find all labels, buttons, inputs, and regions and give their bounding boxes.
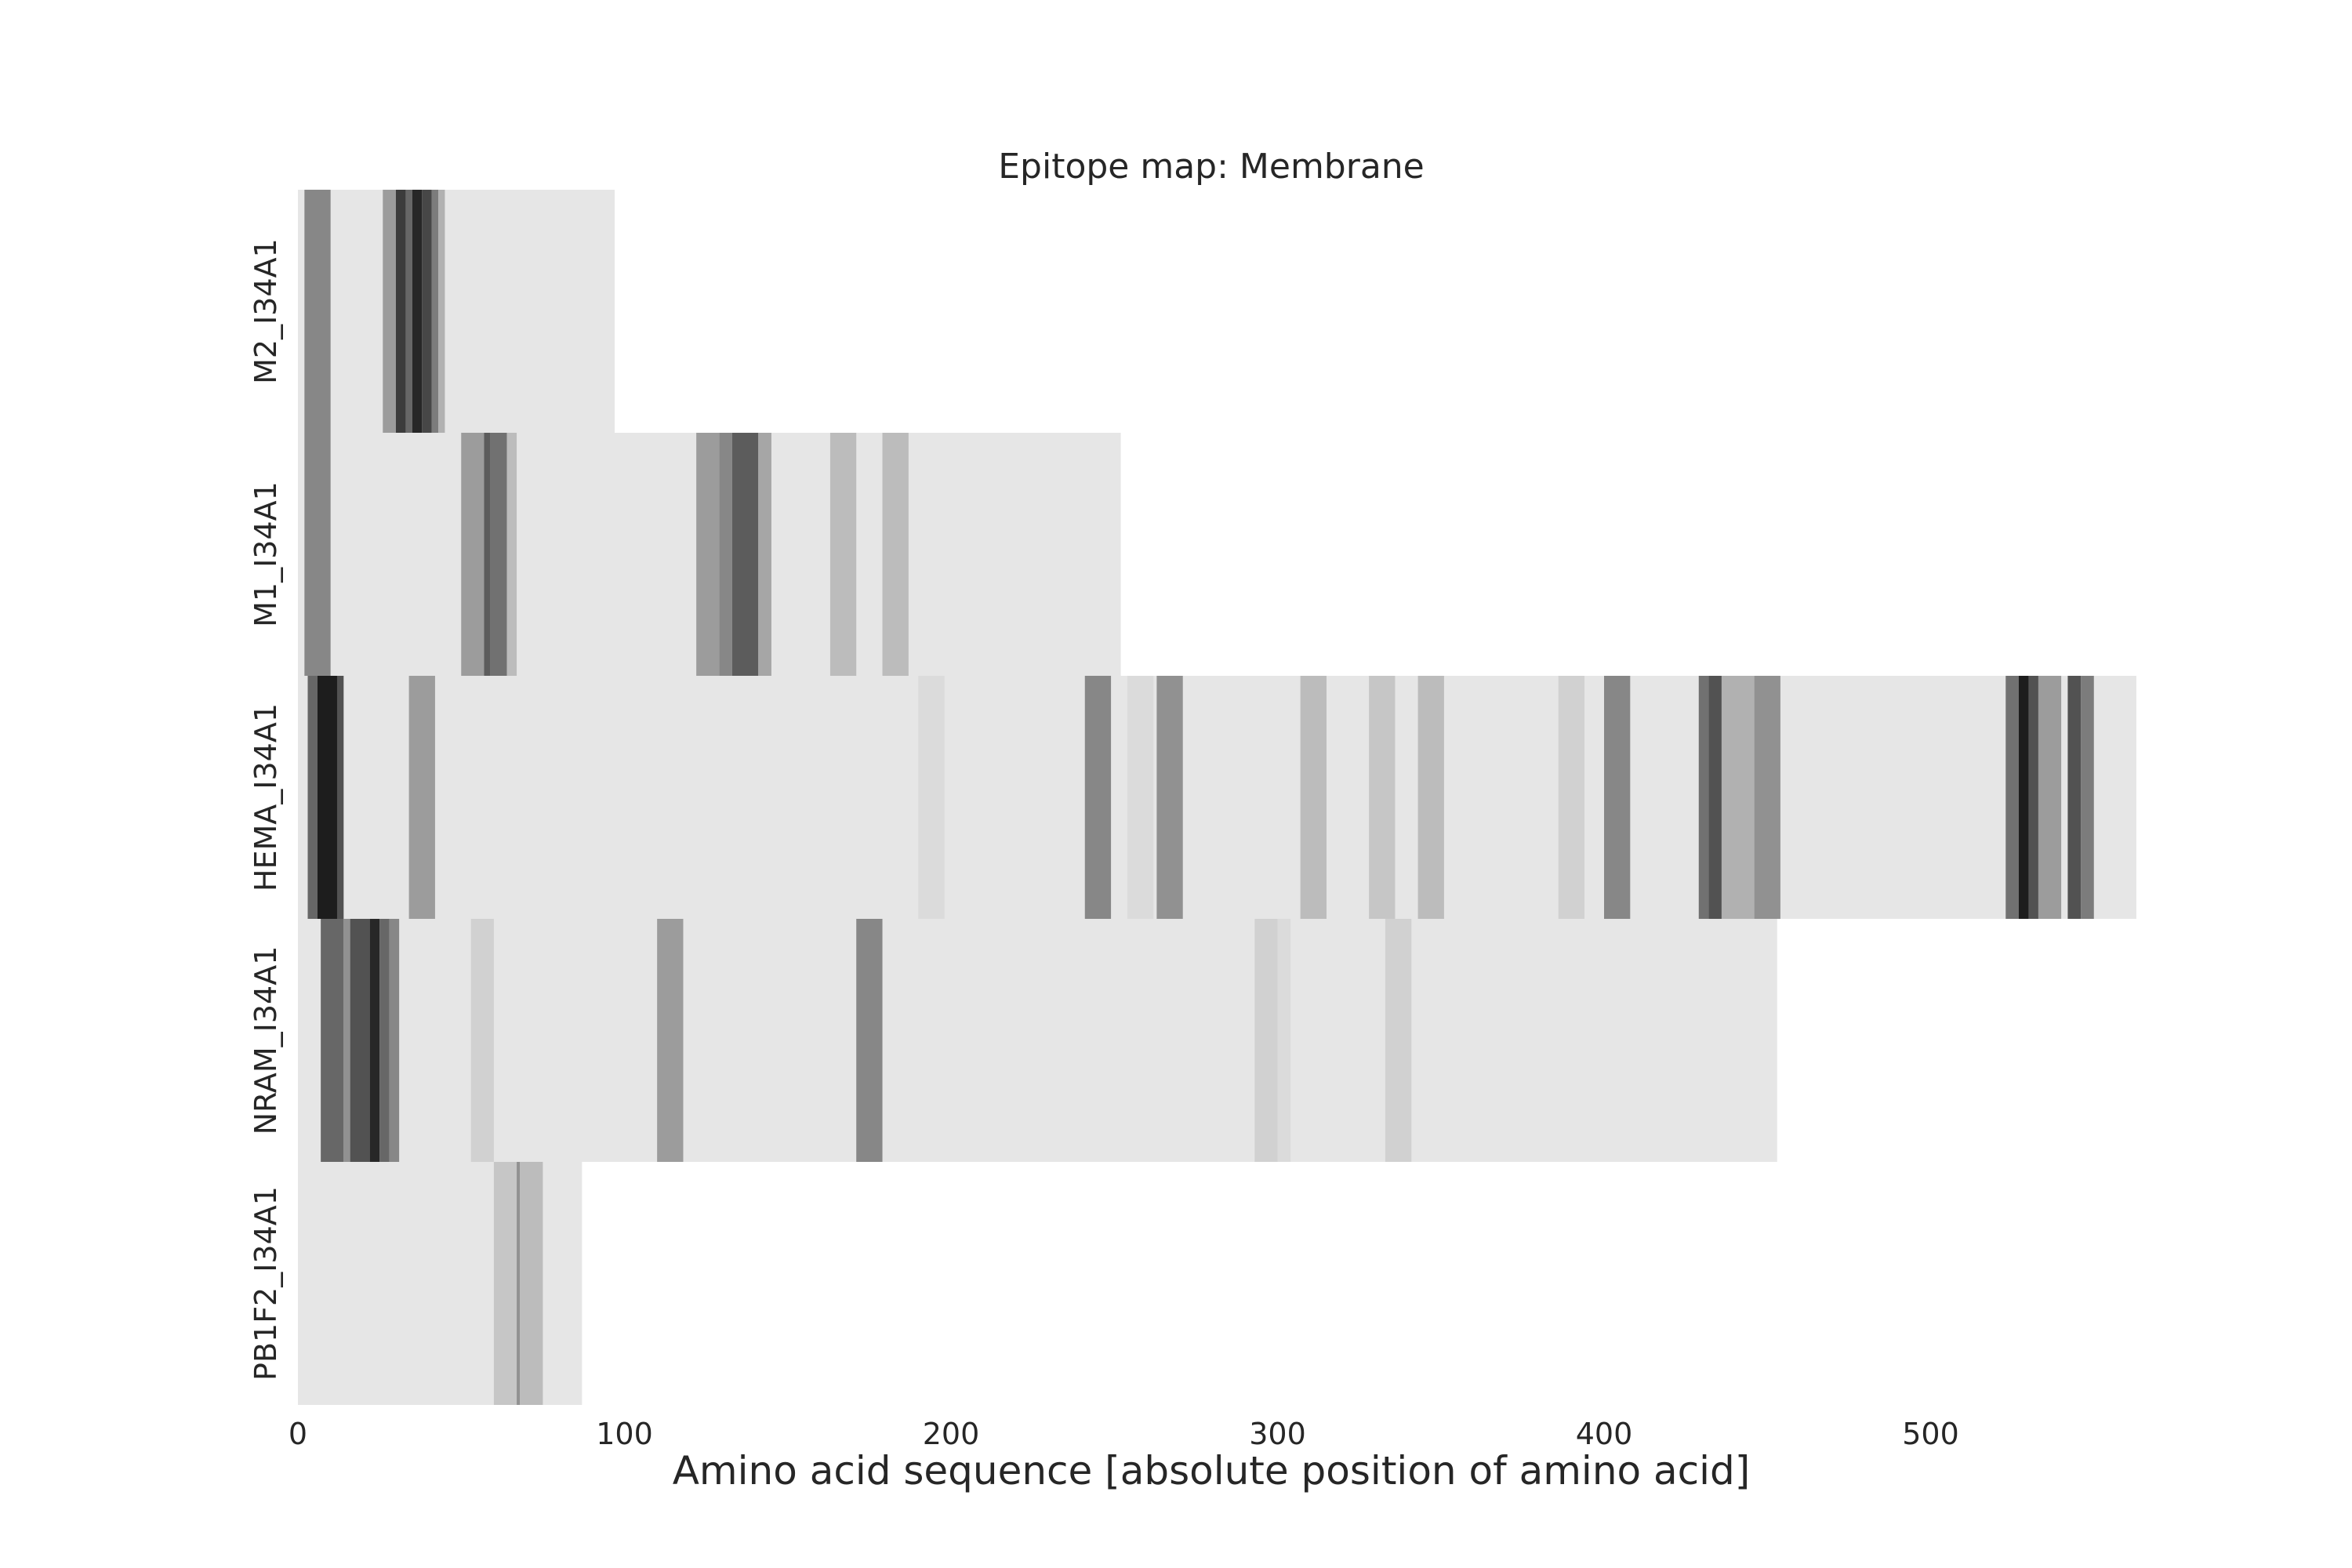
epitope-band: [369, 919, 380, 1162]
epitope-band: [307, 676, 318, 919]
epitope-band: [408, 676, 435, 919]
epitope-band: [1604, 676, 1631, 919]
epitope-band: [2005, 676, 2019, 919]
epitope-band: [395, 190, 406, 433]
epitope-band: [2081, 676, 2094, 919]
epitope-band: [657, 919, 684, 1162]
epitope-band: [350, 919, 370, 1162]
row-background: [298, 676, 2136, 919]
heatmap-row: [298, 190, 615, 433]
epitope-band: [517, 1162, 521, 1405]
x-axis-ticks: 0 100 200 300 400 500: [289, 1417, 1959, 1451]
epitope-band: [2018, 676, 2029, 919]
epitope-band: [1156, 676, 1183, 919]
epitope-band: [422, 190, 432, 433]
row-background: [298, 919, 1777, 1162]
epitope-band: [1369, 676, 1396, 919]
epitope-band: [336, 676, 344, 919]
epitope-band: [520, 1162, 543, 1405]
epitope-band: [1417, 676, 1444, 919]
heatmap-row: [298, 433, 1121, 676]
heatmap-row: [298, 676, 2136, 919]
epitope-band: [461, 433, 485, 676]
epitope-band: [829, 433, 857, 676]
epitope-band: [343, 919, 350, 1162]
epitope-band: [2067, 676, 2082, 919]
x-tick-label: 400: [1576, 1417, 1633, 1451]
epitope-band: [1385, 919, 1412, 1162]
epitope-band: [304, 190, 331, 433]
row-label: PB1F2_I34A1: [249, 1186, 283, 1381]
epitope-band: [493, 1162, 517, 1405]
chart-title: Epitope map: Membrane: [998, 147, 1425, 187]
epitope-band: [412, 190, 423, 433]
epitope-band: [731, 433, 759, 676]
epitope-band: [1127, 676, 1154, 919]
heatmap-rows: [298, 190, 2136, 1405]
epitope-band: [1698, 676, 1709, 919]
epitope-band: [389, 919, 400, 1162]
x-tick-label: 500: [1902, 1417, 1959, 1451]
heatmap-row: [298, 1162, 583, 1405]
epitope-band: [758, 433, 771, 676]
epitope-band: [321, 919, 344, 1162]
epitope-band: [383, 190, 396, 433]
epitope-band: [506, 433, 517, 676]
row-label: HEMA_I34A1: [249, 703, 283, 891]
row-label: M1_I34A1: [249, 481, 283, 627]
epitope-band: [1708, 676, 1722, 919]
x-axis-label: Amino acid sequence [absolute position o…: [673, 1448, 1751, 1494]
epitope-band: [484, 433, 491, 676]
epitope-band: [696, 433, 720, 676]
epitope-band: [882, 433, 909, 676]
epitope-band: [431, 190, 439, 433]
epitope-band: [304, 433, 331, 676]
row-background: [298, 190, 615, 433]
epitope-band: [918, 676, 945, 919]
x-tick-label: 300: [1249, 1417, 1306, 1451]
heatmap-row: [298, 919, 1777, 1162]
epitope-band: [379, 919, 390, 1162]
row-label: NRAM_I34A1: [249, 946, 283, 1135]
epitope-band: [1721, 676, 1755, 919]
epitope-band: [1558, 676, 1585, 919]
x-tick-label: 200: [923, 1417, 980, 1451]
epitope-band: [1277, 919, 1291, 1162]
epitope-band: [317, 676, 337, 919]
row-labels: M2_I34A1 M1_I34A1 HEMA_I34A1 NRAM_I34A1 PB1F…: [249, 238, 283, 1381]
epitope-band: [405, 190, 412, 433]
epitope-band: [490, 433, 507, 676]
epitope-band: [856, 919, 883, 1162]
epitope-band: [1300, 676, 1327, 919]
epitope-band: [719, 433, 732, 676]
epitope-band: [438, 190, 445, 433]
x-tick-label: 0: [289, 1417, 307, 1451]
epitope-band: [1084, 676, 1112, 919]
x-tick-label: 100: [596, 1417, 653, 1451]
epitope-band: [1754, 676, 1780, 919]
epitope-band: [470, 919, 494, 1162]
epitope-band: [1254, 919, 1278, 1162]
epitope-band: [2028, 676, 2038, 919]
epitope-band: [2038, 676, 2062, 919]
row-label: M2_I34A1: [249, 238, 283, 384]
